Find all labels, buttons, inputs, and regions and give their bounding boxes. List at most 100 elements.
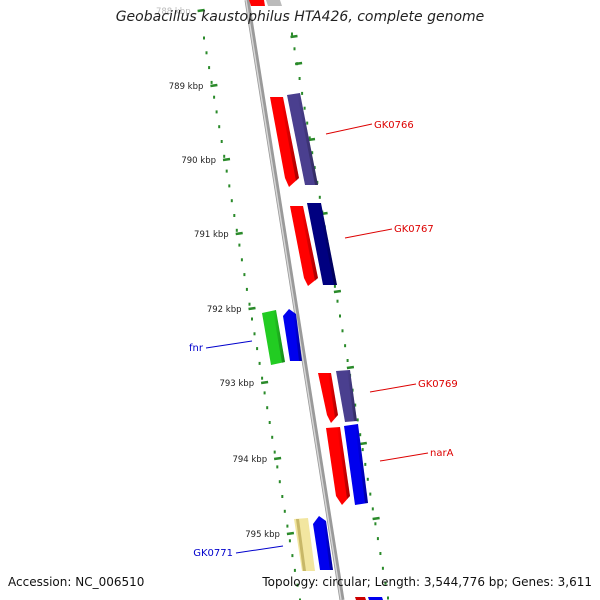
kbp-tick-mark [248,306,256,311]
kbp-tick-label: 789 kbp [169,82,204,92]
kbp-tick-mark [260,380,269,385]
track-dot [354,403,357,407]
track-dot [311,151,314,155]
gene-label-GK0771[interactable]: GK0771 [193,548,233,559]
gene-narA-feature[interactable] [326,424,368,505]
track-dot [263,391,266,395]
track-dot [278,480,281,484]
kbp-tick-label: 791 kbp [194,230,229,240]
track-dot [208,66,211,70]
track-dot [288,539,291,543]
track-dot [215,110,218,114]
track-dot [228,184,231,188]
track-dot [261,376,264,380]
track-dot [301,91,304,95]
track-dot [299,598,301,600]
gene-label-GK0767[interactable]: GK0767 [394,224,434,235]
track-dot [238,243,241,247]
track-dot [366,477,369,481]
track-dot [313,166,316,170]
kbp-tick-mark-right [359,441,367,446]
track-dot [306,121,309,125]
track-dot [271,435,274,439]
track-dot [218,125,221,129]
track-dot [233,214,236,217]
genome-title: Geobacillus kaustophilus HTA426, complet… [115,9,485,25]
track-dot [339,314,341,318]
track-dot [361,448,364,452]
track-dot [333,284,336,288]
kbp-tick-mark [210,83,218,88]
track-dot [283,509,286,513]
kbp-tick-mark-right [290,34,298,39]
kbp-tick-mark [273,456,282,461]
track-dot [318,195,321,199]
track-dot [268,421,271,424]
track-dot [273,450,276,454]
track-dot [374,522,377,526]
track-dot [344,344,347,348]
track-dot [225,169,228,173]
gene-label-fnr[interactable]: fnr [189,343,204,354]
gene-GK0769-feature[interactable] [318,370,357,423]
track-dot [379,552,382,555]
track-dot [359,433,362,437]
track-dot [220,140,223,143]
kbp-tick-label: 793 kbp [219,379,254,389]
track-dot [336,299,339,303]
track-dot [256,347,259,351]
genome-backbone [244,0,345,600]
track-dot [293,568,296,572]
track-dot [235,228,238,232]
kbp-tick-mark [222,157,231,162]
kbp-tick-label: 792 kbp [207,305,242,315]
kbp-tick-mark [286,531,295,536]
accession-text: Accession: NC_006510 [8,575,145,589]
kbp-tick-mark-right [307,137,316,142]
track-dot [387,596,389,600]
track-dot [205,51,208,55]
gene-label-GK0769[interactable]: GK0769 [418,379,458,390]
gene-GK0767-feature[interactable] [290,203,337,286]
gene-label-GK0766[interactable]: GK0766 [374,120,414,131]
gene-GK0766-feature[interactable] [270,93,318,187]
track-dot [251,317,253,321]
kbp-tick-label: 790 kbp [181,156,216,166]
track-dot [258,361,261,365]
track-dot [384,581,387,585]
edge-feature-top [249,0,282,6]
track-dot [381,566,384,570]
track-dot [346,359,349,362]
track-dot [341,329,344,333]
track-dot [248,302,251,306]
track-dot [303,106,306,110]
track-dot [298,77,301,80]
kbp-tick-mark-right [372,516,380,521]
track-dot [308,136,311,140]
track-dot [243,273,246,277]
track-dot [213,95,216,99]
track-dot [245,287,248,291]
kbp-tick-mark-right [346,365,355,370]
track-dot [281,495,284,498]
kbp-tick-label: 794 kbp [232,455,267,465]
kbp-tick-mark-right [333,289,342,294]
track-dot [296,583,299,587]
gene-GK0771-feature[interactable] [294,516,333,571]
kbp-tick-mark [235,231,243,236]
track-dot [376,537,379,541]
track-dot [230,199,233,203]
gene-fnr-feature[interactable] [262,309,302,365]
track-dot [266,406,269,410]
gene-label-narA[interactable]: narA [430,448,454,459]
kbp-ticks: 788 kbp 789 kbp 790 kbp 791 kbp 792 kbp 793 k… [156,7,380,540]
kbp-tick-label: 795 kbp [245,530,280,540]
gene-leader-lines [205,123,429,554]
track-dot [286,524,289,528]
track-dot [203,36,205,40]
track-dot [291,554,294,558]
track-dot [371,507,374,511]
gene-features [262,93,368,571]
track-dot [364,462,367,466]
